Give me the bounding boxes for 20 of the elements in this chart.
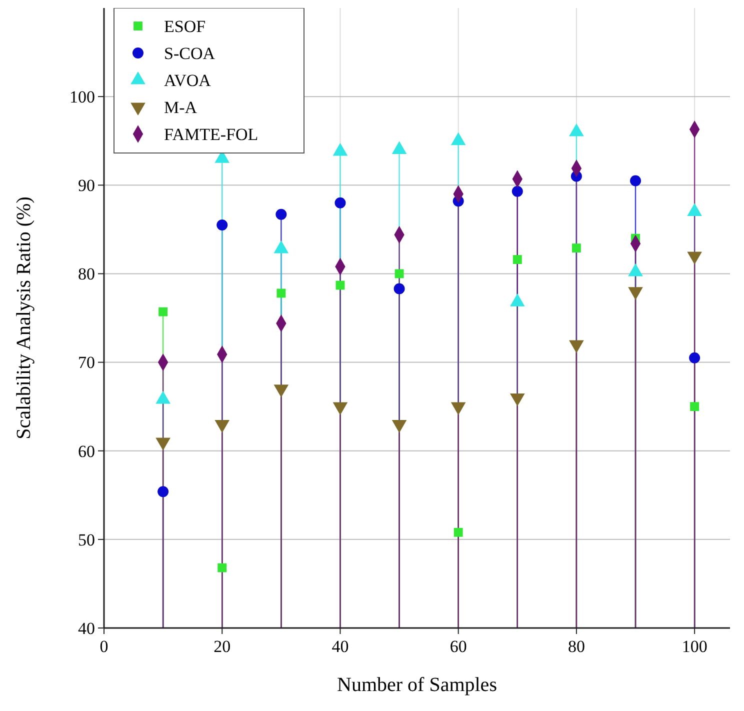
x-tick-label: 20 bbox=[214, 637, 231, 656]
x-tick-label: 60 bbox=[450, 637, 467, 656]
legend-label: M-A bbox=[164, 98, 198, 117]
y-tick-label: 100 bbox=[70, 88, 95, 107]
x-tick-label: 100 bbox=[682, 637, 708, 656]
legend-label: AVOA bbox=[164, 70, 212, 90]
x-axis-title: Number of Samples bbox=[337, 674, 498, 696]
legend-label: ESOF bbox=[164, 16, 206, 36]
x-tick-label: 40 bbox=[332, 637, 349, 656]
x-tick-label: 80 bbox=[568, 637, 585, 656]
legend-label: FAMTE-FOL bbox=[164, 124, 258, 144]
y-tick-label: 90 bbox=[78, 176, 95, 196]
y-tick-label: 70 bbox=[78, 353, 95, 372]
y-tick-label: 80 bbox=[78, 264, 95, 284]
y-axis-title: Scalability Analysis Ratio (%) bbox=[13, 196, 35, 440]
y-tick-label: 60 bbox=[78, 442, 95, 461]
x-tick-label: 0 bbox=[100, 637, 108, 656]
y-tick-label: 40 bbox=[78, 618, 95, 638]
legend-label: S-COA bbox=[164, 44, 216, 63]
y-tick-label: 50 bbox=[78, 530, 95, 550]
